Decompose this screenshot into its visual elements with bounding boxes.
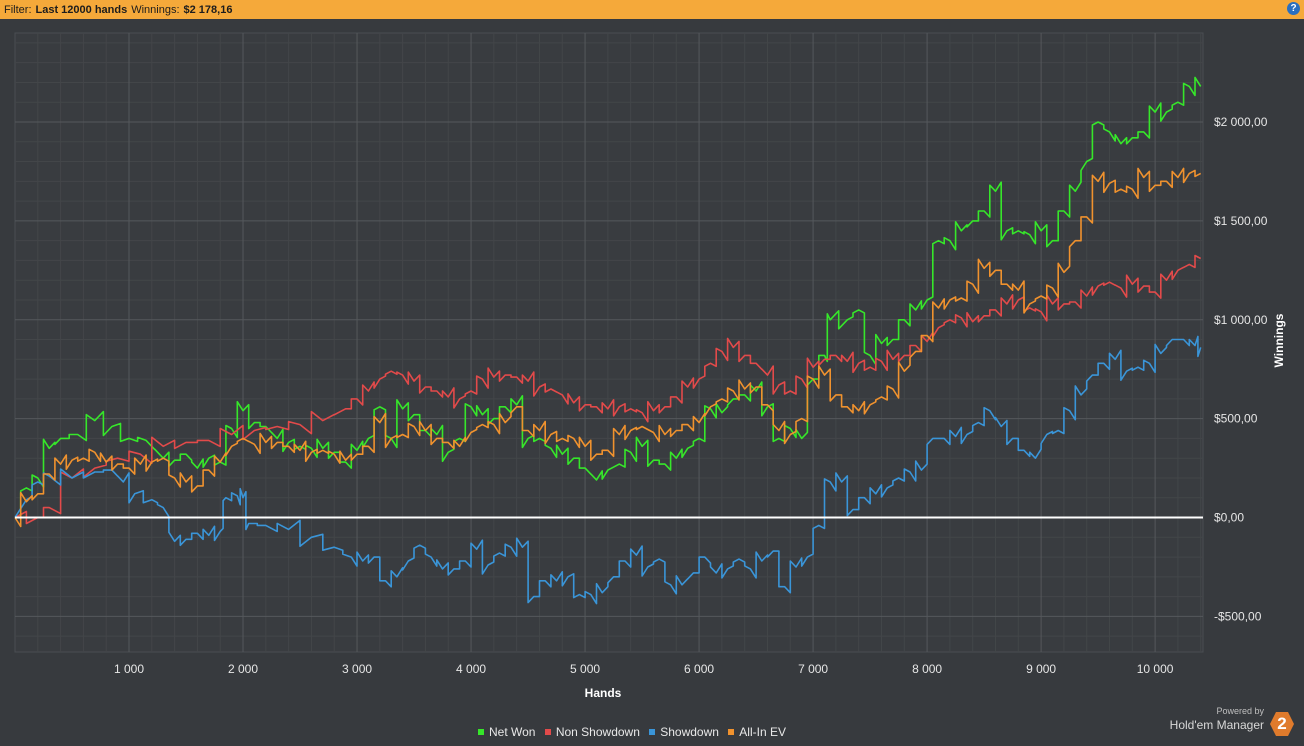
legend-label: Net Won	[489, 725, 536, 739]
y-tick-label: -$500,00	[1214, 609, 1262, 623]
legend-swatch	[478, 728, 485, 735]
x-tick-label: 5 000	[570, 662, 600, 676]
help-icon[interactable]: ?	[1287, 2, 1300, 15]
x-tick-label: 8 000	[912, 662, 942, 676]
legend-swatch	[728, 728, 735, 735]
x-tick-label: 6 000	[684, 662, 714, 676]
x-tick-label: 2 000	[228, 662, 258, 676]
legend: Net Won Non Showdown Showdown All-In EV	[0, 725, 1264, 739]
branding: Powered by Hold'em Manager 2	[1154, 706, 1294, 740]
legend-swatch	[544, 728, 551, 735]
y-tick-label: $1 000,00	[1214, 313, 1268, 327]
legend-label: Showdown	[660, 725, 719, 739]
legend-label: All-In EV	[739, 725, 786, 739]
legend-item-net-won[interactable]: Net Won	[478, 725, 535, 739]
filter-bar: Filter: Last 12000 hands Winnings: $2 17…	[0, 0, 1304, 19]
y-tick-label: $0,00	[1214, 511, 1244, 525]
winnings-label: Winnings:	[131, 3, 180, 16]
series-line-net-won	[14, 76, 1202, 519]
x-tick-label: 10 000	[1137, 662, 1174, 676]
y-tick-label: $2 000,00	[1214, 115, 1268, 129]
legend-item-non-showdown[interactable]: Non Showdown	[544, 725, 640, 739]
y-tick-label: $500,00	[1214, 412, 1258, 426]
series-line-non-showdown	[14, 254, 1202, 525]
series-line-all-in-ev	[14, 167, 1202, 528]
legend-item-all-in-ev[interactable]: All-In EV	[728, 725, 786, 739]
brand-name: Hold'em Manager	[1169, 718, 1264, 732]
x-tick-label: 3 000	[342, 662, 372, 676]
winnings-value: $2 178,16	[183, 3, 233, 16]
x-tick-label: 9 000	[1026, 662, 1056, 676]
y-axis-title: Winnings	[1272, 313, 1286, 367]
legend-item-showdown[interactable]: Showdown	[649, 725, 719, 739]
legend-swatch	[649, 728, 656, 735]
x-tick-label: 1 000	[114, 662, 144, 676]
winnings-graph: 1 000 2 000 3 000 4 000 5 000 6 000 7 000 8 000…	[14, 32, 1286, 700]
hm2-logo-icon: 2	[1270, 712, 1294, 736]
legend-label: Non Showdown	[555, 725, 640, 739]
y-tick-label: $1 500,00	[1214, 214, 1268, 228]
filter-value[interactable]: Last 12000 hands	[35, 3, 128, 16]
x-tick-label: 7 000	[798, 662, 828, 676]
filter-label: Filter:	[4, 3, 32, 16]
x-tick-label: 4 000	[456, 662, 486, 676]
series-line-showdown	[14, 335, 1202, 605]
powered-by-text: Powered by	[1216, 706, 1264, 716]
plot-area	[14, 32, 1204, 653]
x-axis-title: Hands	[585, 686, 622, 700]
